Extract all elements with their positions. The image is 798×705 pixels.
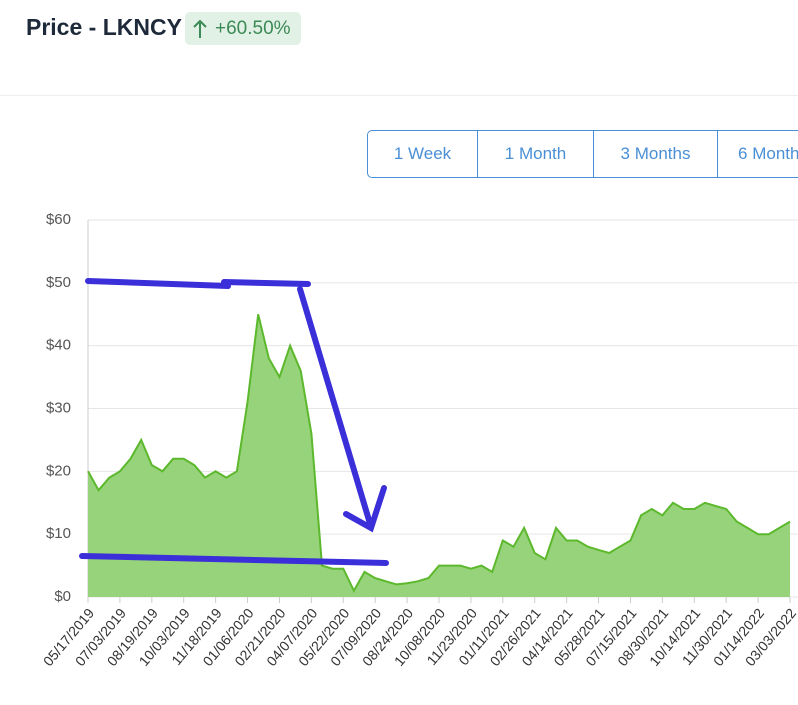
y-tick-label: $40: [46, 337, 71, 354]
y-tick-label: $20: [46, 462, 71, 479]
change-value: +60.50%: [215, 17, 291, 39]
change-badge: +60.50%: [185, 12, 301, 45]
range-button[interactable]: 1 Week: [367, 130, 478, 178]
page-title: Price - LKNCY: [26, 14, 182, 40]
up-arrow-icon: [193, 19, 207, 38]
price-line: [87, 314, 791, 593]
y-tick-label: $30: [46, 399, 71, 416]
y-tick-label: $60: [46, 211, 71, 228]
y-tick-label: $10: [46, 525, 71, 542]
range-button[interactable]: 1 Month: [477, 130, 594, 178]
range-button[interactable]: 6 Months: [717, 130, 798, 178]
area-fill: [88, 314, 790, 597]
range-button[interactable]: 3 Months: [593, 130, 718, 178]
y-tick-label: $0: [54, 588, 71, 605]
y-tick-label: $50: [46, 274, 71, 291]
divider: [0, 95, 798, 96]
